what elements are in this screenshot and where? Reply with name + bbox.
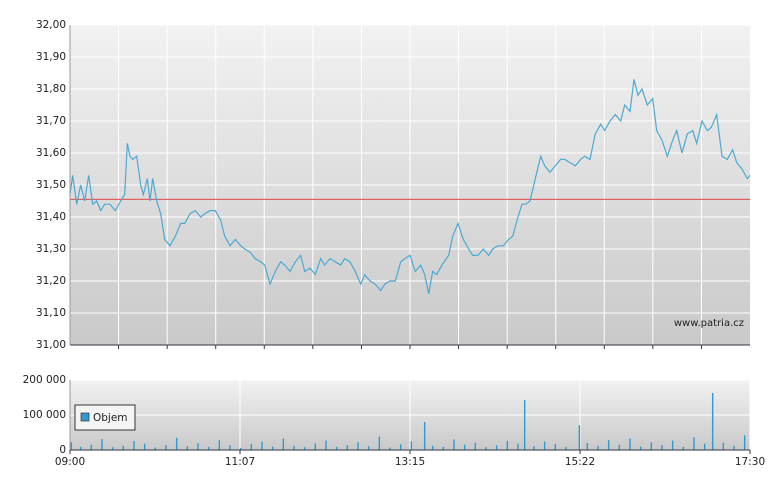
volume-bar bbox=[111, 447, 114, 450]
x-tick-label: 13:15 bbox=[395, 456, 425, 468]
volume-bar bbox=[431, 445, 434, 450]
volume-bar bbox=[485, 447, 487, 450]
volume-bar bbox=[506, 440, 509, 450]
x-tick-label: 09:00 bbox=[55, 456, 85, 468]
y-tick-label: 31,80 bbox=[36, 83, 66, 95]
volume-bar bbox=[303, 447, 306, 450]
volume-bar bbox=[743, 435, 746, 450]
volume-bar bbox=[218, 440, 221, 450]
volume-bar bbox=[693, 437, 695, 450]
volume-bar bbox=[578, 425, 581, 450]
volume-bar bbox=[597, 445, 599, 450]
y-tick-label: 31,40 bbox=[36, 211, 66, 223]
volume-bar bbox=[186, 446, 189, 450]
volume-bar bbox=[143, 443, 146, 450]
volume-bar bbox=[250, 444, 253, 450]
x-tick-label: 15:22 bbox=[565, 456, 595, 468]
volume-bar bbox=[314, 443, 317, 450]
y-tick-label: 31,90 bbox=[36, 51, 66, 63]
y-tick-label: 31,60 bbox=[36, 147, 66, 159]
price-line bbox=[69, 79, 751, 294]
y-tick-label: 31,10 bbox=[36, 307, 66, 319]
volume-bar bbox=[661, 445, 663, 450]
volume-bar bbox=[722, 442, 725, 450]
volume-bar bbox=[335, 446, 338, 450]
volume-bar bbox=[378, 436, 381, 450]
volume-bar bbox=[293, 445, 295, 450]
volume-bar bbox=[410, 441, 413, 450]
volume-bar bbox=[357, 442, 359, 450]
y-tick-label: 31,50 bbox=[36, 179, 66, 191]
volume-bar bbox=[453, 439, 455, 450]
y-tick-label: 100 000 bbox=[23, 409, 66, 421]
volume-bar bbox=[682, 446, 685, 450]
volume-bar bbox=[175, 437, 178, 450]
y-tick-label: 31,30 bbox=[36, 243, 66, 255]
volume-bar bbox=[79, 446, 82, 450]
volume-bar bbox=[122, 445, 125, 450]
x-tick-label: 11:07 bbox=[225, 456, 255, 468]
volume-bar bbox=[533, 446, 535, 450]
volume-bar bbox=[543, 441, 546, 450]
volume-bar bbox=[165, 445, 167, 450]
volume-bar bbox=[607, 440, 610, 450]
volume-bar bbox=[586, 443, 589, 450]
volume-bar bbox=[474, 442, 477, 450]
volume-bar bbox=[90, 444, 93, 450]
y-tick-label: 31,00 bbox=[36, 339, 66, 351]
volume-bar bbox=[733, 445, 735, 450]
volume-bar bbox=[639, 446, 642, 450]
volume-bar bbox=[618, 444, 621, 450]
volume-bar bbox=[389, 447, 391, 450]
volume-bar bbox=[671, 440, 674, 450]
watermark: www.patria.cz bbox=[674, 318, 744, 329]
volume-bar bbox=[399, 444, 402, 450]
volume-bar bbox=[239, 447, 242, 450]
y-tick-label: 32,00 bbox=[36, 19, 66, 31]
volume-bar bbox=[495, 445, 498, 450]
volume-bar bbox=[650, 442, 653, 450]
legend-label: Objem bbox=[93, 412, 128, 424]
y-tick-label: 31,20 bbox=[36, 275, 66, 287]
volume-bar bbox=[133, 440, 135, 450]
volume-bar bbox=[271, 446, 274, 450]
volume-bar bbox=[554, 444, 557, 450]
volume-bar bbox=[629, 438, 631, 450]
volume-bar bbox=[565, 446, 567, 450]
y-tick-label: 200 000 bbox=[23, 374, 66, 386]
volume-bar bbox=[70, 442, 73, 450]
volume-bar bbox=[154, 447, 157, 450]
volume-bar bbox=[703, 443, 706, 450]
volume-bar bbox=[711, 392, 714, 450]
volume-bar bbox=[517, 443, 519, 450]
volume-bar bbox=[325, 440, 327, 450]
legend-swatch bbox=[80, 412, 90, 422]
volume-bar bbox=[346, 445, 349, 450]
volume-bar bbox=[523, 399, 526, 450]
volume-bar bbox=[282, 438, 285, 450]
volume-bar bbox=[261, 441, 263, 450]
volume-bar bbox=[442, 446, 445, 450]
x-tick-label: 17:30 bbox=[735, 456, 765, 468]
volume-bar bbox=[463, 444, 466, 450]
volume-bar bbox=[423, 422, 426, 450]
y-tick-label: 31,70 bbox=[36, 115, 66, 127]
volume-bar bbox=[197, 443, 199, 450]
volume-bar bbox=[207, 446, 210, 450]
volume-bar bbox=[367, 446, 370, 450]
volume-bar bbox=[101, 439, 103, 450]
volume-bar bbox=[229, 445, 231, 450]
y-tick-label: 0 bbox=[59, 444, 66, 456]
